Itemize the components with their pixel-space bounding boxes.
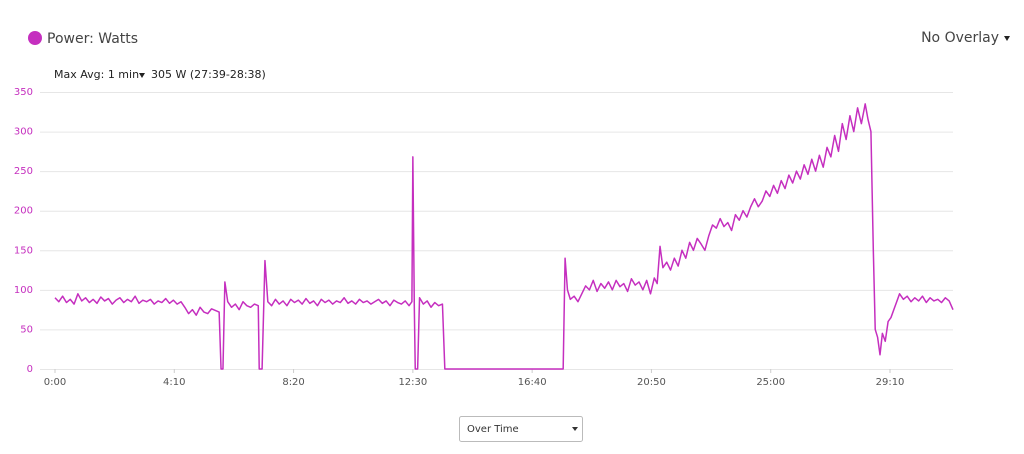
y-tick-label: 250 bbox=[14, 166, 33, 177]
y-tick-label: 150 bbox=[14, 245, 33, 256]
x-tick-label: 16:40 bbox=[518, 377, 547, 388]
select-arrow bbox=[572, 427, 578, 431]
x-tick-label: 0:00 bbox=[44, 377, 66, 388]
x-tick-label: 25:00 bbox=[756, 377, 785, 388]
y-tick-label: 350 bbox=[14, 87, 33, 98]
x-tick-label: 4:10 bbox=[163, 377, 185, 388]
overlay-menu[interactable]: No Overlay bbox=[921, 30, 999, 46]
power-line bbox=[54, 103, 954, 370]
dropdown-arrow bbox=[139, 73, 145, 78]
y-tick-label: 100 bbox=[14, 285, 33, 296]
y-tick-label: 0 bbox=[27, 364, 33, 375]
y-tick-label: 50 bbox=[20, 324, 33, 335]
plot bbox=[54, 103, 954, 370]
dropdown-arrow bbox=[1004, 36, 1010, 41]
x-tick-label: 12:30 bbox=[398, 377, 427, 388]
max-avg-value: 305 W (27:39-28:38) bbox=[151, 68, 266, 81]
x-tick-label: 8:20 bbox=[282, 377, 304, 388]
legend-label[interactable]: Power: Watts bbox=[47, 31, 138, 47]
view-select-label: Over Time bbox=[467, 424, 519, 435]
view-select[interactable] bbox=[459, 416, 583, 442]
y-tick-label: 300 bbox=[14, 127, 33, 138]
x-tick-label: 29:10 bbox=[876, 377, 905, 388]
max-avg-menu[interactable]: Max Avg: 1 min bbox=[54, 68, 139, 81]
x-tick-label: 20:50 bbox=[637, 377, 666, 388]
y-tick-label: 200 bbox=[14, 206, 33, 217]
grid bbox=[40, 92, 953, 373]
legend-swatch bbox=[28, 31, 42, 45]
